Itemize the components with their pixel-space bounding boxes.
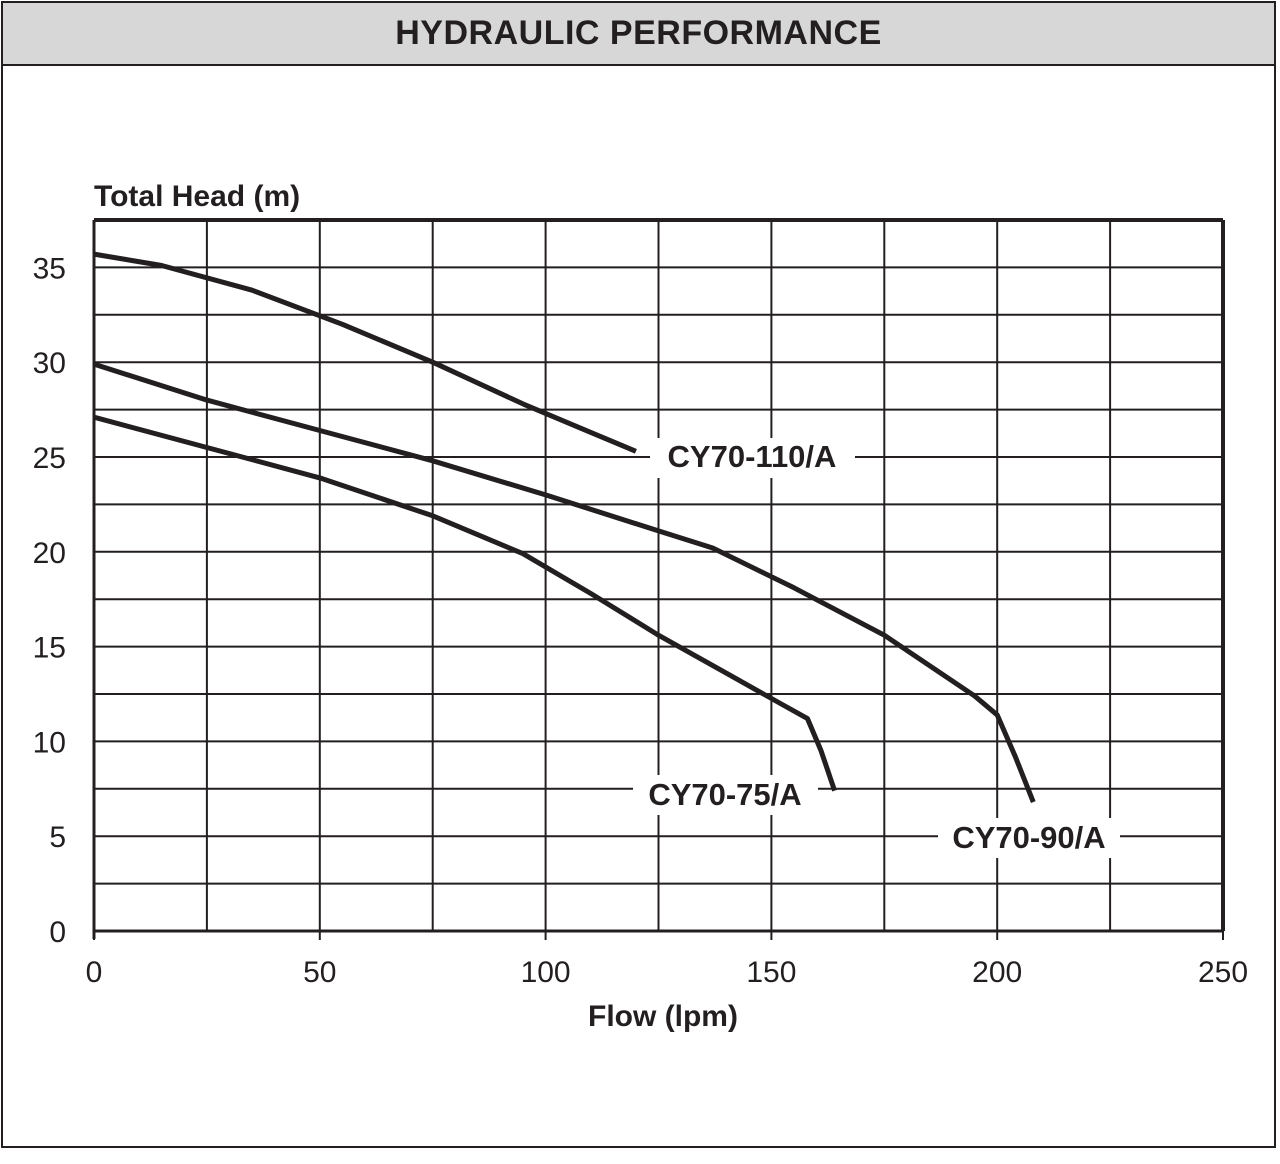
- y-tick-label: 35: [33, 252, 66, 285]
- tick-labels: 0 50 100 150 200 250 0 5 10 15 20 25 30 35: [33, 252, 1248, 989]
- x-tick-label: 150: [746, 956, 796, 989]
- series-line-cy70-90-a: [93, 361, 1036, 804]
- y-tick-label: 15: [33, 632, 66, 665]
- series-label-bg-cy70-110: [650, 438, 855, 478]
- series-line-cy70-110-a: [93, 251, 637, 454]
- x-tick-label: 200: [972, 956, 1022, 989]
- chart-title: HYDRAULIC PERFORMANCE: [395, 14, 882, 52]
- x-tick-label: 100: [521, 956, 571, 989]
- x-axis-label: Flow (lpm): [588, 1000, 738, 1033]
- series-label-cy70-75: CY70-75/A: [648, 777, 801, 812]
- x-tick-label: 0: [86, 956, 103, 989]
- series-label-cy70-90: CY70-90/A: [952, 820, 1105, 855]
- y-tick-label: 0: [49, 916, 66, 949]
- header-bar: HYDRAULIC PERFORMANCE: [3, 3, 1274, 66]
- series-lines: [93, 251, 1036, 804]
- series-label-cy70-110: CY70-110/A: [668, 439, 837, 474]
- series-label-bg-cy70-90: [938, 818, 1120, 858]
- y-axis-label: Total Head (m): [94, 180, 300, 213]
- series-line-cy70-75-a: [93, 414, 837, 792]
- x-tick-label: 250: [1198, 956, 1248, 989]
- y-tick-label: 5: [49, 821, 66, 854]
- y-tick-label: 10: [33, 726, 66, 759]
- y-tick-label: 30: [33, 347, 66, 380]
- y-tick-label: 25: [33, 442, 66, 475]
- y-tick-label: 20: [33, 537, 66, 570]
- series-label-bg-cy70-75: [633, 775, 818, 815]
- series-labels: CY70-110/A CY70-75/A CY70-90/A: [633, 438, 1120, 858]
- x-tick-label: 50: [303, 956, 336, 989]
